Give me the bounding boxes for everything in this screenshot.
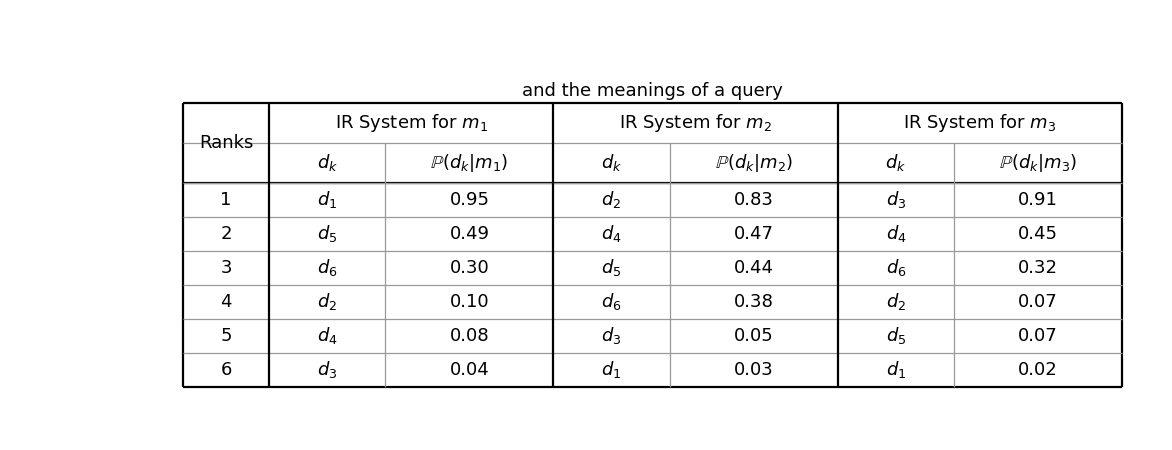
Text: $d_3$: $d_3$: [886, 189, 906, 211]
Text: 5: 5: [220, 327, 232, 345]
Text: $d_1$: $d_1$: [601, 359, 621, 380]
Text: 0.38: 0.38: [734, 293, 774, 311]
Text: $\mathbb{P}(d_k|m_2)$: $\mathbb{P}(d_k|m_2)$: [715, 152, 792, 174]
Text: 0.05: 0.05: [734, 327, 774, 345]
Text: $d_k$: $d_k$: [316, 153, 338, 173]
Text: $\mathbb{P}(d_k|m_1)$: $\mathbb{P}(d_k|m_1)$: [430, 152, 509, 174]
Text: 0.32: 0.32: [1018, 259, 1058, 277]
Text: 0.30: 0.30: [450, 259, 489, 277]
Text: $d_4$: $d_4$: [886, 223, 906, 244]
Text: 0.44: 0.44: [734, 259, 774, 277]
Text: 0.95: 0.95: [449, 191, 490, 209]
Text: $d_4$: $d_4$: [316, 325, 338, 346]
Text: IR System for $m_3$: IR System for $m_3$: [904, 112, 1056, 134]
Text: $\mathbb{P}(d_k|m_3)$: $\mathbb{P}(d_k|m_3)$: [999, 152, 1077, 174]
Text: 2: 2: [220, 225, 232, 243]
Text: $d_5$: $d_5$: [886, 325, 906, 346]
Text: 0.04: 0.04: [450, 360, 489, 378]
Text: $d_6$: $d_6$: [316, 257, 338, 278]
Text: $d_1$: $d_1$: [886, 359, 906, 380]
Text: $d_6$: $d_6$: [601, 291, 622, 312]
Text: 1: 1: [220, 191, 232, 209]
Text: 0.02: 0.02: [1018, 360, 1058, 378]
Text: $d_5$: $d_5$: [318, 223, 338, 244]
Text: 0.45: 0.45: [1018, 225, 1058, 243]
Text: 0.83: 0.83: [734, 191, 774, 209]
Text: $d_3$: $d_3$: [601, 325, 621, 346]
Text: $d_k$: $d_k$: [601, 153, 622, 173]
Text: and the meanings of a query: and the meanings of a query: [522, 82, 783, 100]
Text: 0.07: 0.07: [1018, 327, 1058, 345]
Text: $d_k$: $d_k$: [885, 153, 906, 173]
Text: 0.07: 0.07: [1018, 293, 1058, 311]
Text: 0.47: 0.47: [734, 225, 774, 243]
Text: 0.91: 0.91: [1018, 191, 1058, 209]
Text: $d_2$: $d_2$: [886, 291, 906, 312]
Text: 0.08: 0.08: [450, 327, 489, 345]
Text: Ranks: Ranks: [199, 134, 253, 152]
Text: IR System for $m_1$: IR System for $m_1$: [335, 112, 488, 134]
Text: 4: 4: [220, 293, 232, 311]
Text: 0.10: 0.10: [450, 293, 489, 311]
Text: $d_2$: $d_2$: [318, 291, 338, 312]
Text: $d_4$: $d_4$: [601, 223, 622, 244]
Text: $d_1$: $d_1$: [318, 189, 338, 211]
Text: $d_3$: $d_3$: [318, 359, 338, 380]
Text: $d_2$: $d_2$: [601, 189, 621, 211]
Text: $d_6$: $d_6$: [886, 257, 906, 278]
Text: $d_5$: $d_5$: [601, 257, 621, 278]
Text: 6: 6: [220, 360, 232, 378]
Text: IR System for $m_2$: IR System for $m_2$: [619, 112, 772, 134]
Text: 3: 3: [220, 259, 232, 277]
Text: 0.03: 0.03: [734, 360, 774, 378]
Text: 0.49: 0.49: [449, 225, 490, 243]
